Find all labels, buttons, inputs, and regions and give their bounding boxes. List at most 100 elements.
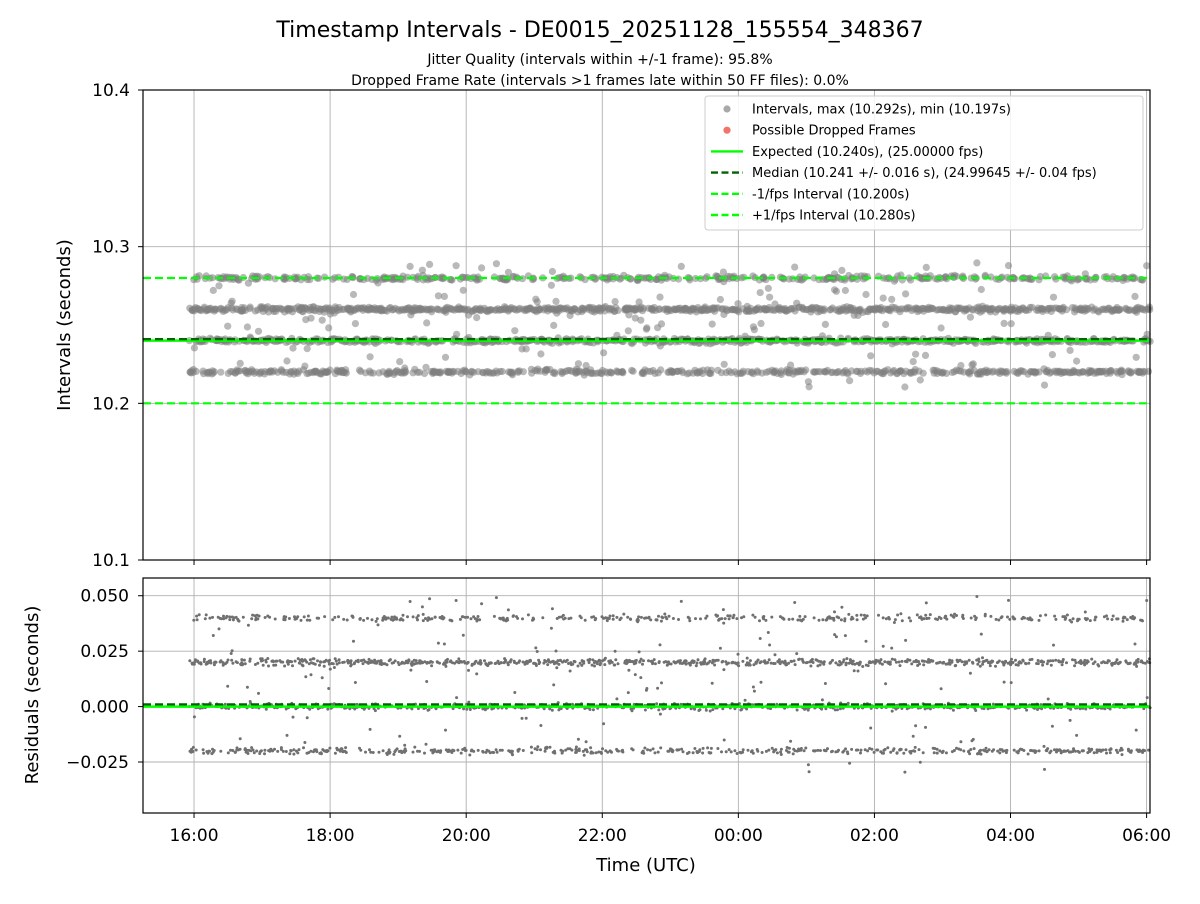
interval-point [217,368,225,376]
residual-point [806,763,810,767]
residual-point [251,748,255,752]
residual-point [291,715,295,719]
residual-point [735,752,739,755]
residual-point [766,631,770,634]
residual-point [312,657,316,661]
interval-point [190,344,198,352]
residual-point [895,751,899,755]
residual-point [1093,660,1097,664]
residual-point [241,615,245,619]
residual-point [663,612,667,616]
residual-point [351,615,355,619]
residual-point [342,660,346,664]
residual-point [338,749,342,753]
residual-point [376,623,380,627]
residual-point [222,614,225,618]
residual-point [987,748,991,752]
residual-point [480,602,484,606]
residual-point [327,687,331,690]
residual-point [992,748,996,752]
residual-point [517,747,521,751]
residual-point [1134,728,1138,732]
residual-point [326,749,330,753]
top-y-axis: 10.110.210.310.4 [92,81,143,571]
residual-point [653,662,657,666]
residual-point [1090,747,1094,751]
residual-point [406,615,409,619]
residual-point [439,749,443,753]
interval-point [756,289,764,297]
residual-point [293,659,297,663]
residual-point [1093,618,1097,622]
residual-point [944,614,948,618]
interval-point [957,361,965,370]
residual-point [643,708,647,712]
interval-point [966,313,975,321]
residual-point [322,664,326,668]
residual-point [752,689,756,693]
residual-point [315,750,319,754]
residual-point [445,660,449,664]
residual-point [630,709,634,713]
top-x-ticks [193,560,1148,565]
residual-point [647,615,651,619]
residual-point [613,663,617,667]
residual-point [326,707,330,711]
residual-point [1070,620,1074,624]
interval-point [1000,319,1008,327]
residual-point [613,649,617,653]
residual-point [226,684,230,688]
legend-marker [723,126,731,134]
residual-point [795,708,799,712]
interval-point [418,266,426,274]
residual-point [255,749,259,753]
residual-point [1004,659,1008,663]
residual-point [910,662,914,666]
residual-point [971,737,975,741]
residual-point [969,616,973,620]
residual-point [373,658,377,662]
residual-point [756,749,760,753]
residual-point [859,748,863,752]
interval-point [236,359,244,367]
residual-point [944,751,948,755]
interval-point [301,362,309,370]
residual-point [398,734,402,738]
residual-point [692,659,696,663]
x-tick-label: 00:00 [714,826,763,846]
residual-point [263,748,267,752]
residual-point [203,617,207,621]
chart-subtitle-dropped: Dropped Frame Rate (intervals >1 frames … [351,73,849,89]
residual-point [660,681,663,685]
residual-point [283,664,287,668]
residual-point [506,618,510,622]
residual-point [259,749,263,753]
residual-point [802,660,805,664]
residual-point [774,748,778,752]
residual-point [593,664,596,668]
residual-point [922,663,926,667]
interval-point [215,282,223,290]
interval-point [326,366,334,374]
residual-point [711,708,715,712]
interval-point [1132,353,1140,361]
residual-point [430,617,434,621]
residual-point [353,707,357,711]
interval-point [1007,320,1015,328]
interval-point [504,268,512,276]
top-y-tick-label: 10.3 [92,238,130,258]
residual-point [880,662,884,666]
residual-point [306,614,310,618]
interval-point [716,295,725,304]
residual-point [520,716,524,720]
residual-point [195,618,199,622]
interval-point [537,350,545,358]
x-axis-label: Time (UTC) [595,855,696,876]
residual-point [217,627,221,631]
residual-point [1050,724,1054,728]
residual-point [1043,767,1046,771]
residual-point [379,659,383,663]
residual-point [850,747,854,751]
interval-point [342,369,350,377]
residual-point [740,707,744,711]
